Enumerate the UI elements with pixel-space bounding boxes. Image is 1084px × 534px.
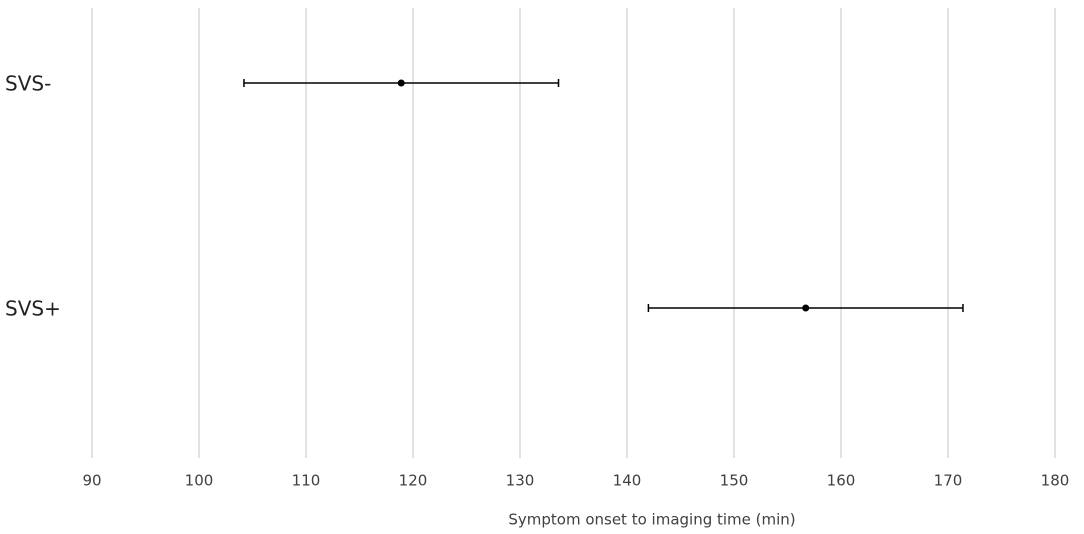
- x-tick-label: 140: [613, 472, 642, 490]
- x-tick-label: 90: [82, 472, 101, 490]
- category-label: SVS+: [5, 297, 61, 321]
- x-axis-title: Symptom onset to imaging time (min): [508, 511, 795, 529]
- x-tick-label: 160: [827, 472, 856, 490]
- point: [802, 304, 810, 312]
- x-tick-label: 100: [185, 472, 214, 490]
- point: [397, 79, 405, 87]
- x-tick-label: 180: [1041, 472, 1070, 490]
- x-tick-label: 130: [506, 472, 535, 490]
- x-tick-label: 150: [720, 472, 749, 490]
- category-label: SVS-: [5, 72, 51, 96]
- x-tick-label: 170: [934, 472, 963, 490]
- x-tick-label: 120: [399, 472, 428, 490]
- x-tick-label: 110: [292, 472, 321, 490]
